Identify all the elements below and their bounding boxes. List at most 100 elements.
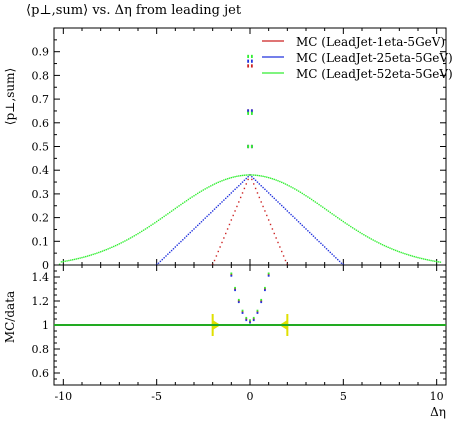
data-point — [340, 219, 343, 222]
data-point — [170, 249, 173, 252]
data-point — [366, 236, 369, 238]
data-point — [122, 241, 124, 243]
data-point — [329, 251, 331, 254]
data-point — [83, 256, 85, 258]
data-point — [314, 201, 317, 203]
data-point — [66, 260, 68, 262]
data-point — [271, 195, 274, 198]
data-point — [340, 262, 343, 264]
data-point — [323, 207, 326, 210]
data-point — [267, 219, 270, 221]
data-point — [241, 174, 244, 177]
ratio-panel: 0.6 0.8 1 1.2 1.4 -10 -5 0 5 10 MC/data Δη — [3, 264, 447, 419]
y-tick-label: 0.9 — [32, 46, 50, 59]
data-point — [217, 204, 219, 207]
data-point — [81, 256, 83, 259]
data-point — [217, 250, 219, 253]
ratio-data-point — [230, 272, 233, 275]
data-point — [116, 244, 119, 246]
data-point — [320, 205, 322, 207]
data-point — [277, 201, 279, 203]
data-point — [172, 209, 175, 211]
data-point — [226, 195, 229, 198]
y-tick-label: 0.1 — [32, 235, 50, 248]
data-point — [303, 226, 305, 228]
data-point — [142, 229, 145, 231]
data-point — [286, 263, 289, 265]
data-point — [236, 205, 238, 208]
data-point — [105, 248, 107, 251]
ratio-data-point — [267, 274, 270, 277]
data-point — [178, 242, 180, 245]
data-point — [342, 220, 345, 223]
data-point — [434, 260, 436, 262]
data-point — [387, 246, 389, 249]
data-point — [133, 235, 135, 237]
data-point — [178, 205, 180, 207]
data-point — [213, 208, 216, 210]
data-point — [374, 240, 376, 242]
data-point-spike — [250, 54, 253, 59]
data-point — [282, 206, 285, 209]
data-point-spike — [250, 111, 253, 115]
data-point — [232, 176, 234, 178]
data-point — [361, 232, 363, 235]
ratio-data-point — [256, 312, 259, 314]
data-point — [92, 253, 94, 256]
data-point — [180, 240, 182, 243]
data-point — [331, 253, 333, 255]
data-point — [381, 244, 384, 246]
data-point — [342, 263, 345, 265]
data-point — [294, 188, 296, 190]
data-point — [211, 184, 214, 186]
data-point — [161, 258, 163, 261]
data-point — [421, 257, 423, 260]
data-point — [185, 200, 188, 202]
data-point — [221, 180, 223, 182]
data-point — [154, 222, 156, 224]
data-point — [389, 247, 391, 249]
data-point — [393, 248, 395, 251]
data-point — [198, 191, 201, 193]
data-point — [185, 235, 188, 237]
data-point — [310, 198, 313, 201]
x-tick-label: 10 — [430, 390, 444, 403]
data-point — [297, 190, 300, 192]
x-tick-label: 5 — [340, 390, 347, 403]
data-point — [260, 185, 262, 187]
data-point — [303, 193, 305, 196]
data-point — [269, 223, 272, 226]
data-point — [253, 174, 255, 176]
data-point — [391, 248, 393, 250]
legend-label: MC (LeadJet-25eta-5GeV) — [296, 51, 453, 65]
data-point — [286, 210, 289, 212]
data-point — [71, 259, 74, 261]
data-point — [385, 245, 387, 248]
data-point — [251, 174, 253, 176]
ratio-data-point — [237, 300, 240, 302]
data-point — [241, 181, 244, 183]
data-point — [428, 259, 430, 261]
data-point — [228, 194, 231, 196]
data-point — [281, 250, 283, 253]
data-point — [215, 182, 218, 184]
data-point — [120, 242, 122, 244]
data-point — [208, 213, 210, 216]
data-point — [281, 181, 283, 184]
data-point — [432, 260, 434, 262]
data-point — [197, 224, 199, 227]
ratio-data-point — [249, 321, 251, 324]
data-point — [275, 237, 277, 239]
data-point — [262, 186, 264, 189]
data-point — [234, 188, 236, 191]
data-point-spike — [247, 144, 250, 149]
data-point — [271, 178, 274, 180]
data-point — [258, 174, 261, 177]
y-tick-label: 0.4 — [32, 164, 50, 177]
data-point — [316, 239, 318, 241]
data-point — [111, 246, 113, 249]
data-point — [329, 211, 331, 214]
data-point — [411, 255, 414, 257]
data-point — [372, 239, 374, 241]
data-point — [232, 190, 234, 192]
